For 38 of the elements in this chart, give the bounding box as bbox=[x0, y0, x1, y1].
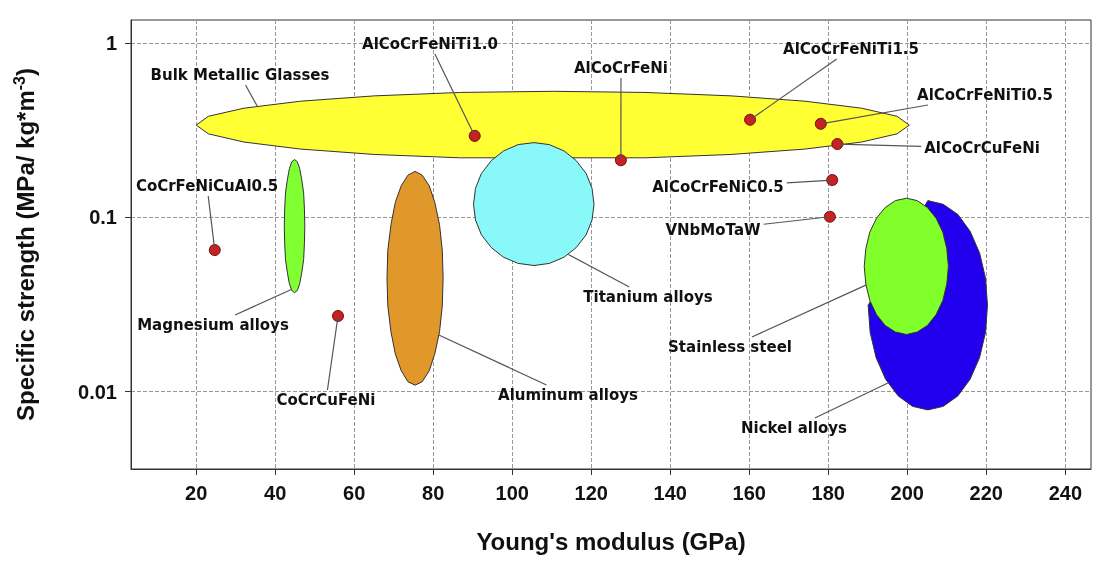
text: Stainless steel bbox=[668, 338, 792, 356]
x-tick-label: 40 bbox=[264, 482, 287, 504]
annotation: AlCoCrFeNiTi1.5 bbox=[783, 40, 919, 58]
annotation: CoCrCuFeNi bbox=[276, 391, 376, 409]
x-tick-label: 160 bbox=[732, 482, 766, 504]
x-tick-label: 180 bbox=[811, 482, 845, 504]
point bbox=[744, 113, 757, 126]
annotation: CoCrFeNiCuAl0.5 bbox=[135, 177, 279, 195]
y-tick-label: 0.1 bbox=[89, 206, 117, 229]
text: Titanium alloys bbox=[583, 288, 713, 306]
x-tick-label: 200 bbox=[890, 482, 924, 504]
annotation: AlCoCrFeNiC0.5 bbox=[652, 178, 784, 196]
text: Nickel alloys bbox=[740, 419, 848, 437]
series-label: Magnesium alloys bbox=[137, 316, 289, 334]
annotation: AlCoCrFeNi bbox=[574, 59, 668, 77]
series-label: Bulk Metallic Glasses bbox=[150, 66, 330, 84]
annotation: VNbMoTaW bbox=[665, 221, 761, 239]
x-tick-label: 20 bbox=[185, 482, 208, 504]
x-tick-label: 240 bbox=[1048, 482, 1083, 504]
point bbox=[208, 244, 221, 257]
point bbox=[332, 309, 345, 322]
x-tick-label: 120 bbox=[574, 482, 608, 504]
y-tick-label: 0.01 bbox=[78, 380, 117, 403]
x-tick-label: 80 bbox=[422, 482, 445, 504]
point bbox=[814, 117, 827, 130]
x-axis-title: Young's modulus (GPa) bbox=[476, 527, 746, 555]
annotation: AlCoCrFeNiTi1.0 bbox=[362, 35, 498, 53]
x-tick-label: 220 bbox=[969, 482, 1003, 504]
annotation: AlCoCrCuFeNi bbox=[924, 139, 1040, 157]
x-tick-label: 100 bbox=[495, 482, 529, 504]
point bbox=[468, 129, 481, 142]
text: Aluminum alloys bbox=[498, 386, 638, 404]
y-tick-label: 1 bbox=[105, 32, 117, 55]
x-tick-label: 140 bbox=[653, 482, 687, 504]
annotation: AlCoCrFeNiTi0.5 bbox=[917, 86, 1053, 104]
point bbox=[826, 174, 839, 187]
x-tick-label: 60 bbox=[343, 482, 366, 504]
y-axis-title: Specific strength (MPa/ kg*m-3) bbox=[10, 68, 39, 421]
